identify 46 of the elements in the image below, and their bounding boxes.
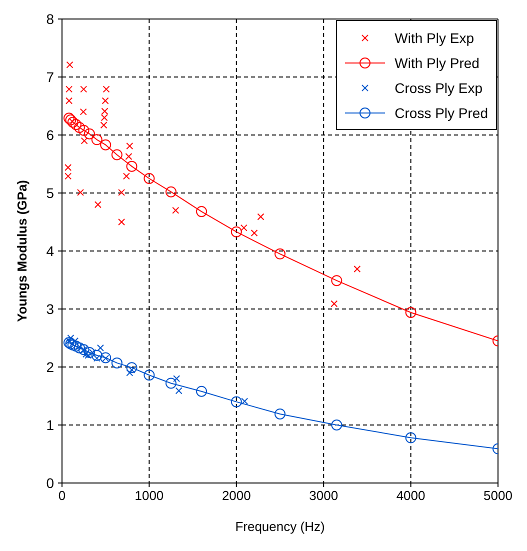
point [78,124,90,136]
point [274,408,286,420]
legend-label: Cross Ply Exp [394,80,483,96]
point [405,306,416,318]
point [91,134,102,146]
point [331,420,342,430]
y-axis-title: Youngs Modulus (GPa) [14,180,30,322]
point [144,173,155,184]
x-tick-label: 1000 [134,488,164,504]
y-tick-label: 7 [46,68,54,85]
point [230,396,242,408]
point [126,362,138,374]
point [74,122,85,133]
legend-label: With Ply Exp [394,30,474,46]
point [100,139,112,150]
point [405,432,416,444]
point [230,226,242,238]
point [70,119,82,130]
x-tick-label: 2000 [222,488,251,504]
point [84,128,95,140]
point [274,248,286,260]
y-tick-label: 8 [46,10,54,27]
y-tick-label: 1 [46,416,54,433]
point [111,149,122,160]
point [67,116,78,128]
x-tick-label: 5000 [484,488,512,504]
legend-label: With Ply Pred [394,54,480,70]
x-tick-label: 0 [58,488,66,504]
y-tick-label: 0 [46,474,54,491]
point [111,357,122,368]
point [144,370,155,381]
x-axis-title: Frequency (Hz) [235,519,325,534]
point [331,275,342,286]
y-tick-label: 3 [46,300,54,317]
point [166,186,176,198]
y-tick-label: 4 [46,242,54,259]
point [196,206,208,218]
y-tick-label: 5 [46,184,54,201]
legend-label: Cross Ply Pred [394,104,488,120]
x-tick-label: 4000 [396,488,426,504]
y-tick-label: 6 [46,126,54,143]
point [166,378,176,389]
x-tick-label: 3000 [309,488,338,504]
point [196,386,208,397]
y-tick-label: 2 [46,358,54,375]
point [126,160,138,172]
